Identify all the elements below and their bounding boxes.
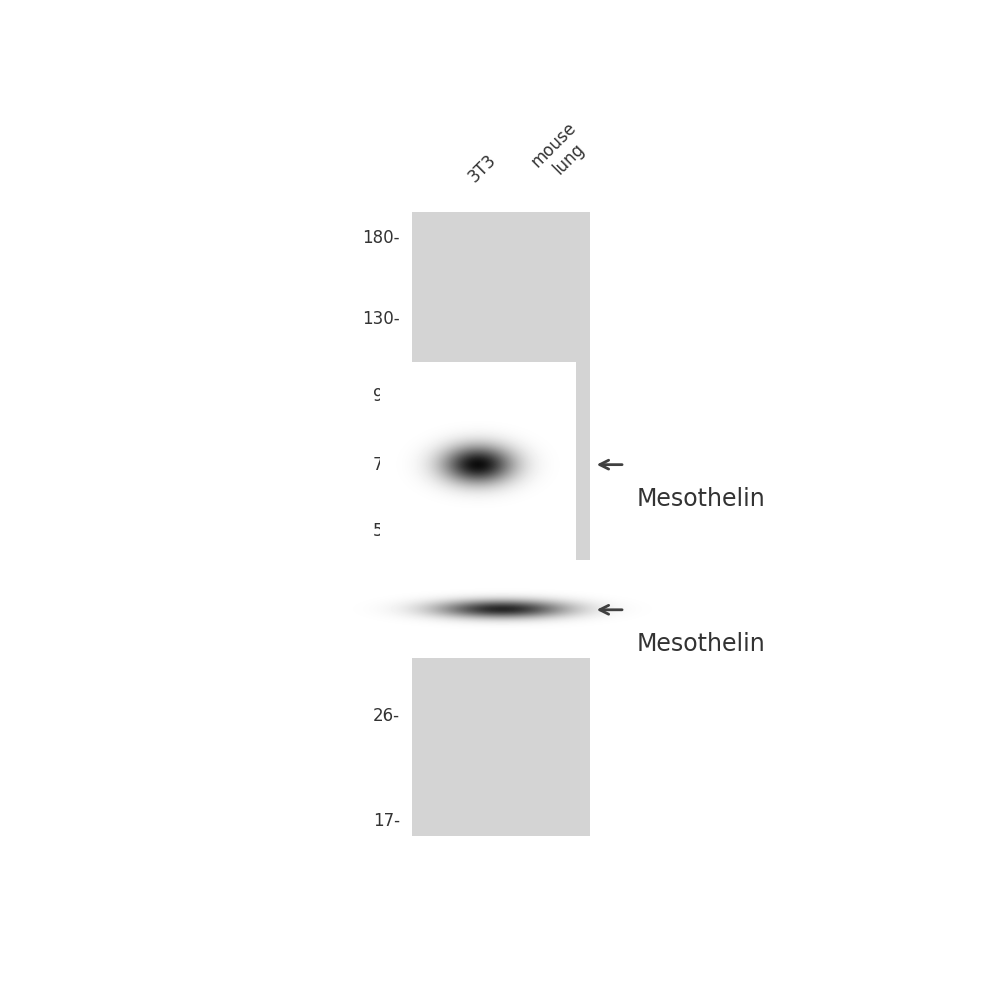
Text: 26-: 26- bbox=[373, 707, 400, 725]
Text: 95-: 95- bbox=[373, 387, 400, 405]
Text: Mesothelin: Mesothelin bbox=[637, 487, 765, 511]
Text: 17-: 17- bbox=[373, 812, 400, 830]
Text: Mesothelin: Mesothelin bbox=[637, 632, 765, 656]
Text: mouse
lung: mouse lung bbox=[528, 119, 595, 185]
Text: 130-: 130- bbox=[362, 310, 400, 328]
Bar bbox=[412, 212, 590, 836]
Text: 34-: 34- bbox=[373, 641, 400, 659]
Text: 55-: 55- bbox=[373, 522, 400, 540]
Text: 3T3: 3T3 bbox=[465, 150, 500, 185]
Text: 72-: 72- bbox=[373, 456, 400, 474]
Text: 180-: 180- bbox=[363, 229, 400, 247]
Text: 43-: 43- bbox=[373, 583, 400, 601]
